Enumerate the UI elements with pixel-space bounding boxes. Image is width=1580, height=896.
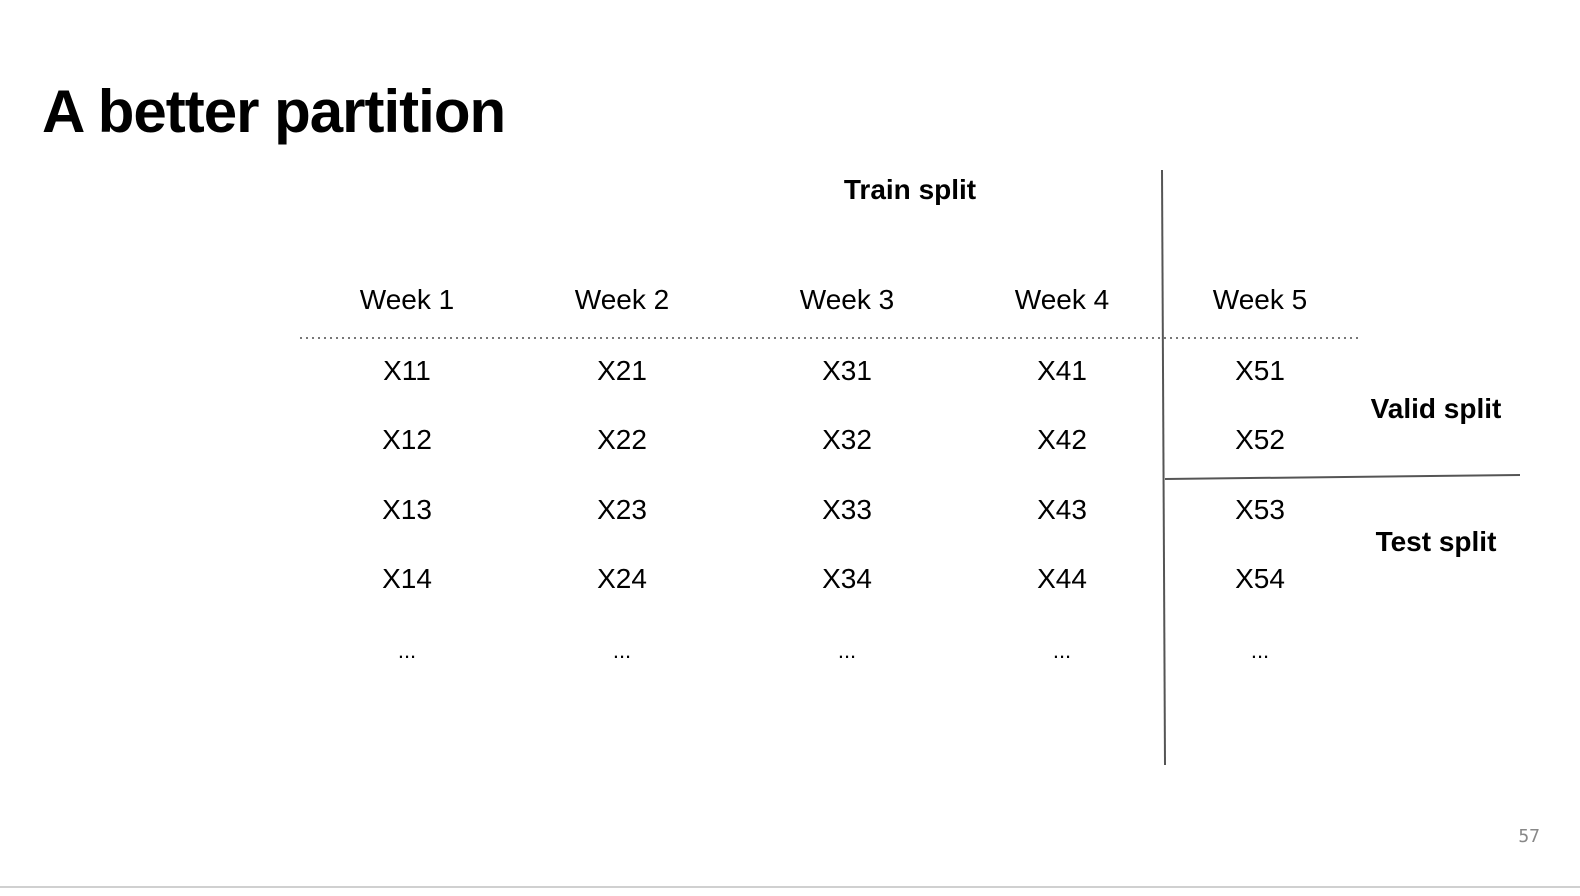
table-cell: X11	[383, 355, 431, 386]
table-cell: X53	[1235, 494, 1285, 525]
table-cell: X41	[1037, 355, 1087, 386]
table-cell: ...	[612, 638, 632, 663]
table-cell: ...	[1052, 638, 1072, 663]
table-cell: X24	[597, 563, 647, 594]
table-cell: ...	[837, 638, 857, 663]
table-cell: X13	[382, 494, 432, 525]
test-split-label: Test split	[1375, 526, 1497, 557]
table-cell: X51	[1235, 355, 1285, 386]
column-header-week-4: Week 4	[1014, 284, 1110, 315]
table-cell: X21	[597, 355, 647, 386]
valid-test-divider	[1164, 474, 1521, 480]
table-cell: X43	[1037, 494, 1087, 525]
slide-title: A better partition	[42, 78, 506, 145]
table-cell: X12	[382, 424, 432, 455]
table-cell: X23	[597, 494, 647, 525]
table-cell: X32	[822, 424, 872, 455]
valid-split-label: Valid split	[1370, 393, 1502, 424]
page-number: 57	[1518, 826, 1540, 847]
table-cell: ...	[1250, 638, 1270, 663]
table-cell: X54	[1235, 563, 1285, 594]
table-cell: X44	[1037, 563, 1087, 594]
table-cell: X34	[822, 563, 872, 594]
train-split-label: Train split	[843, 174, 977, 205]
column-header-week-3: Week 3	[799, 284, 895, 315]
train-split-divider	[1161, 169, 1166, 766]
table-cell: X52	[1235, 424, 1285, 455]
table-cell: X22	[597, 424, 647, 455]
table-cell: X42	[1037, 424, 1087, 455]
table-cell: X14	[382, 563, 432, 594]
table-cell: X33	[822, 494, 872, 525]
table-cell: ...	[397, 638, 417, 663]
column-header-week-2: Week 2	[574, 284, 670, 315]
column-header-week-5: Week 5	[1212, 284, 1308, 315]
column-header-week-1: Week 1	[359, 284, 455, 315]
bottom-border	[0, 886, 1580, 888]
table-cell: X31	[822, 355, 872, 386]
